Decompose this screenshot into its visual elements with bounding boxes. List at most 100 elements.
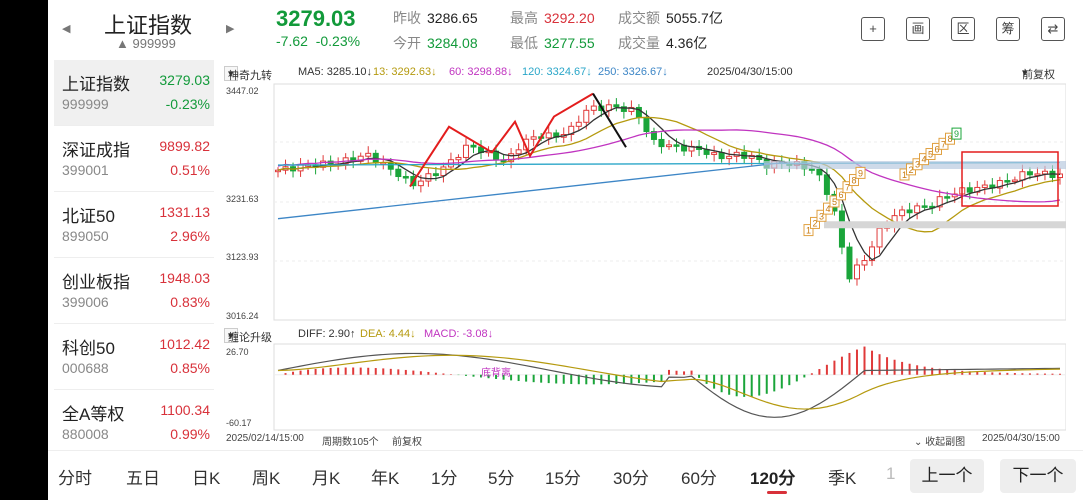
dea-value: DEA: 4.44↓ [360, 328, 416, 340]
quote-field: 最低 3277.55 [510, 33, 595, 53]
nine-turn-label: 1 [902, 170, 907, 180]
nine-turn-label: 2 [813, 218, 818, 228]
candle-body [650, 131, 657, 140]
candle-body [425, 173, 432, 182]
trend-arrow-red [409, 92, 594, 188]
chart-datetime: 2025/04/30/15:00 [707, 66, 793, 78]
period-tab[interactable]: 五日 [126, 469, 160, 488]
index-list-item[interactable]: 上证指数 999999 3279.03 -0.23% [54, 60, 214, 126]
main-chart-toolbar: 神奇九转 ▾ MA5: 3285.10↓ 13: 3292.63↓ 60: 3298… [224, 66, 1066, 82]
index-list-item[interactable]: 深证成指 399001 9899.82 0.51% [54, 126, 214, 192]
chip-icon[interactable]: 筹 [996, 17, 1020, 41]
candle-body [718, 152, 725, 160]
nine-turn-label: 1 [806, 226, 811, 236]
period-tab[interactable]: 120分 [750, 469, 796, 488]
item-price: 1012.42 [159, 336, 210, 352]
candle-body [711, 152, 718, 155]
ma-label: MA5: 3285.10↓ [298, 66, 372, 78]
quote-field: 成交量 4.36亿 [618, 33, 707, 53]
y-label-top: 3447.02 [226, 86, 259, 96]
kline-chart[interactable]: 神奇九转 ▾ MA5: 3285.10↓ 13: 3292.63↓ 60: 3298… [224, 62, 1066, 448]
candle-body [583, 109, 590, 123]
candle-body [861, 260, 868, 266]
nine-turn-label: 7 [845, 183, 850, 193]
period-tab[interactable]: 日K [192, 469, 221, 488]
period-tab[interactable]: 60分 [681, 469, 717, 488]
add-watchlist-icon[interactable]: + [861, 17, 885, 41]
nine-turn-box [849, 174, 859, 187]
sub-indicator-select[interactable]: 缠论升级 ▾ [224, 328, 272, 344]
y-label-bottom: 3016.24 [226, 311, 259, 321]
index-list-item[interactable]: 全A等权 880008 1100.34 0.99% [54, 390, 214, 456]
collapse-subchart-button[interactable]: ⌄ 收起副图 [914, 437, 966, 448]
nine-turn-label: 4 [826, 204, 831, 214]
nine-turn-box [803, 224, 814, 237]
quote-label: 成交额 [618, 10, 660, 26]
period-tab[interactable]: 30分 [613, 469, 649, 488]
period-tab[interactable]: 1 [886, 464, 896, 483]
range-icon[interactable]: 区 [951, 17, 975, 41]
item-price: 9899.82 [159, 138, 210, 154]
draw-icon[interactable]: 画 [906, 17, 930, 41]
period-tab[interactable]: 季K [828, 469, 857, 488]
candle-body [846, 246, 853, 280]
nine-turn-box [836, 188, 846, 201]
candle-body [440, 166, 447, 177]
candle-body [620, 106, 627, 112]
current-price: 3279.03 [276, 6, 356, 31]
nine-turn-box [823, 202, 833, 215]
candle-body [545, 132, 552, 139]
quote-field: 今开 3284.08 [393, 33, 478, 53]
index-list-item[interactable]: 科创50 000688 1012.42 0.85% [54, 324, 214, 390]
index-list-item[interactable]: 北证50 899050 1331.13 2.96% [54, 192, 214, 258]
candle-body [876, 227, 883, 248]
footer-end-date: 2025/04/30/15:00 [982, 433, 1060, 444]
period-tab[interactable]: 年K [371, 469, 400, 488]
period-tab[interactable]: 15分 [545, 469, 581, 488]
candle-body [432, 173, 439, 177]
trend-arrow-black [592, 93, 627, 148]
item-name: 上证指数 [62, 75, 130, 94]
macd-y-bottom: -60.17 [226, 418, 252, 428]
period-tab[interactable]: 5分 [488, 469, 515, 488]
candle-body [568, 125, 575, 136]
index-list-item[interactable]: 创业板指 399006 1948.03 0.83% [54, 258, 214, 324]
price-change: -7.62 -0.23% [276, 33, 361, 49]
quote-value: 5055.7亿 [666, 10, 723, 26]
footer-start-date: 2025/02/14/15:00 [226, 433, 304, 444]
item-pct: 2.96% [170, 228, 210, 244]
footer-periods: 周期数105个 [322, 437, 379, 448]
adjust-mode[interactable]: 前复权 ▾ [1022, 67, 1055, 81]
period-tab[interactable]: 月K [312, 469, 341, 488]
period-tab[interactable]: 1分 [431, 469, 458, 488]
nine-turn-label: 8 [852, 176, 857, 186]
next-index-arrow-icon[interactable]: ▶ [226, 23, 235, 35]
candle-body [508, 153, 515, 163]
candle-body [575, 121, 582, 127]
item-pct: 0.99% [170, 426, 210, 442]
ma60-line [277, 129, 1061, 203]
nine-turn-label: 2 [909, 165, 914, 175]
nine-turn-label: 6 [839, 190, 844, 200]
period-tab[interactable]: 周K [252, 469, 281, 488]
diff-value: DIFF: 2.90↑ [298, 328, 356, 340]
prev-button[interactable]: 上一个 [910, 459, 984, 493]
candle-body [387, 162, 394, 170]
next-button[interactable]: 下一个 [1000, 459, 1076, 493]
quote-field: 最高 3292.20 [510, 8, 595, 28]
diff-line [277, 352, 1061, 418]
quote-value: 3292.20 [544, 10, 595, 26]
indicator-select[interactable]: 神奇九转 ▾ [224, 66, 272, 82]
prev-index-arrow-icon[interactable]: ◀ [62, 23, 71, 35]
item-name: 全A等权 [62, 405, 125, 424]
sub-chart-toolbar: 缠论升级 ▾ DIFF: 2.90↑ DEA: 4.44↓ MACD: -3.0… [224, 328, 1066, 344]
y-label-2: 3231.63 [226, 194, 259, 204]
candle-body [966, 187, 973, 193]
item-price: 1948.03 [159, 270, 210, 286]
sub-chart-frame [273, 343, 1066, 431]
nine-turn-box [829, 195, 840, 208]
item-pct: 0.83% [170, 294, 210, 310]
period-tab[interactable]: 分时 [58, 469, 92, 488]
rotate-screen-icon[interactable]: ⇄ [1041, 17, 1065, 41]
